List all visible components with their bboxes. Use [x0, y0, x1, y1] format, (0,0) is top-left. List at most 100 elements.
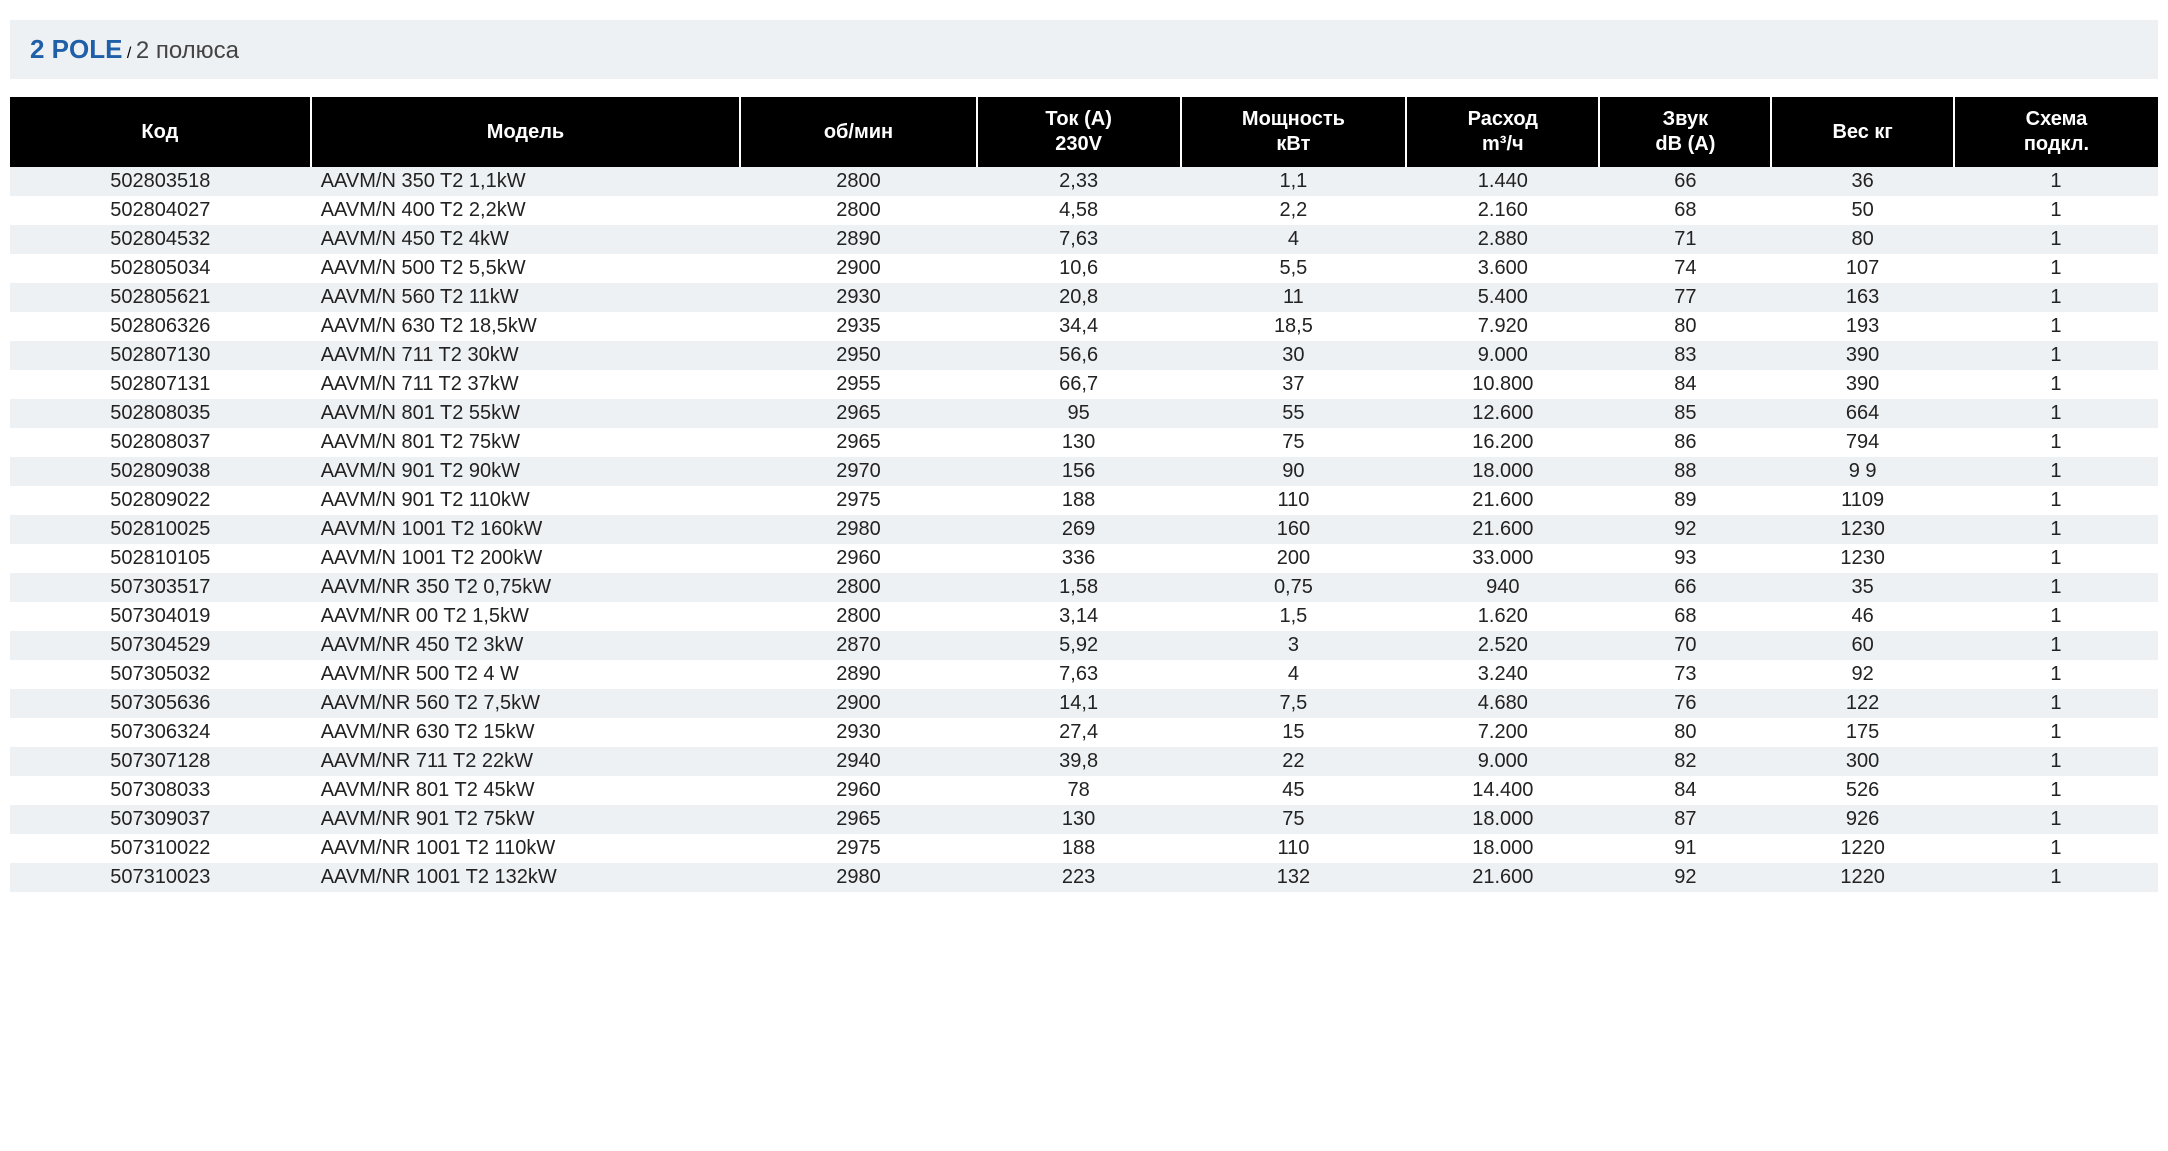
cell-scheme: 1	[1954, 602, 2158, 631]
cell-power: 90	[1181, 457, 1407, 486]
cell-sound: 68	[1599, 196, 1771, 225]
cell-scheme: 1	[1954, 834, 2158, 863]
cell-sound: 73	[1599, 660, 1771, 689]
cell-code: 507307128	[10, 747, 311, 776]
cell-sound: 87	[1599, 805, 1771, 834]
table-row: 502808037AAVM/N 801 T2 75kW29651307516.2…	[10, 428, 2158, 457]
cell-weight: 107	[1771, 254, 1954, 283]
cell-scheme: 1	[1954, 863, 2158, 892]
cell-amps: 3,14	[977, 602, 1181, 631]
cell-sound: 66	[1599, 167, 1771, 196]
table-row: 502810105AAVM/N 1001 T2 200kW29603362003…	[10, 544, 2158, 573]
cell-weight: 926	[1771, 805, 1954, 834]
cell-amps: 5,92	[977, 631, 1181, 660]
cell-code: 502809022	[10, 486, 311, 515]
cell-code: 507310022	[10, 834, 311, 863]
table-row: 502808035AAVM/N 801 T2 55kW2965955512.60…	[10, 399, 2158, 428]
cell-power: 37	[1181, 370, 1407, 399]
cell-weight: 163	[1771, 283, 1954, 312]
cell-flow: 1.620	[1406, 602, 1599, 631]
cell-code: 507308033	[10, 776, 311, 805]
cell-flow: 21.600	[1406, 515, 1599, 544]
cell-model: AAVM/NR 901 T2 75kW	[311, 805, 741, 834]
cell-weight: 1220	[1771, 834, 1954, 863]
cell-code: 507309037	[10, 805, 311, 834]
cell-sound: 77	[1599, 283, 1771, 312]
cell-weight: 193	[1771, 312, 1954, 341]
cell-amps: 188	[977, 834, 1181, 863]
cell-model: AAVM/NR 801 T2 45kW	[311, 776, 741, 805]
cell-weight: 35	[1771, 573, 1954, 602]
cell-code: 502804027	[10, 196, 311, 225]
table-row: 502806326AAVM/N 630 T2 18,5kW293534,418,…	[10, 312, 2158, 341]
cell-weight: 390	[1771, 370, 1954, 399]
cell-sound: 85	[1599, 399, 1771, 428]
table-row: 502807131AAVM/N 711 T2 37kW295566,73710.…	[10, 370, 2158, 399]
cell-weight: 122	[1771, 689, 1954, 718]
cell-power: 55	[1181, 399, 1407, 428]
section-header: 2 POLE / 2 полюса	[10, 20, 2158, 79]
cell-power: 5,5	[1181, 254, 1407, 283]
table-row: 502807130AAVM/N 711 T2 30kW295056,6309.0…	[10, 341, 2158, 370]
cell-scheme: 1	[1954, 573, 2158, 602]
cell-sound: 92	[1599, 863, 1771, 892]
cell-sound: 91	[1599, 834, 1771, 863]
cell-rpm: 2955	[740, 370, 976, 399]
cell-rpm: 2800	[740, 602, 976, 631]
table-row: 502809022AAVM/N 901 T2 110kW297518811021…	[10, 486, 2158, 515]
cell-power: 4	[1181, 660, 1407, 689]
cell-model: AAVM/NR 630 T2 15kW	[311, 718, 741, 747]
cell-amps: 10,6	[977, 254, 1181, 283]
cell-sound: 86	[1599, 428, 1771, 457]
cell-scheme: 1	[1954, 225, 2158, 254]
cell-flow: 10.800	[1406, 370, 1599, 399]
cell-amps: 1,58	[977, 573, 1181, 602]
col-header-sound: ЗвукdB (A)	[1599, 97, 1771, 167]
cell-rpm: 2950	[740, 341, 976, 370]
cell-flow: 940	[1406, 573, 1599, 602]
cell-power: 4	[1181, 225, 1407, 254]
cell-scheme: 1	[1954, 660, 2158, 689]
table-header-row: КодМодельоб/минТок (А)230VМощностькВтРас…	[10, 97, 2158, 167]
col-header-power: МощностькВт	[1181, 97, 1407, 167]
cell-sound: 68	[1599, 602, 1771, 631]
cell-code: 502803518	[10, 167, 311, 196]
cell-model: AAVM/N 901 T2 110kW	[311, 486, 741, 515]
table-row: 507310022AAVM/NR 1001 T2 110kW2975188110…	[10, 834, 2158, 863]
cell-flow: 21.600	[1406, 863, 1599, 892]
cell-scheme: 1	[1954, 399, 2158, 428]
cell-model: AAVM/NR 350 T2 0,75kW	[311, 573, 741, 602]
cell-amps: 7,63	[977, 225, 1181, 254]
cell-scheme: 1	[1954, 515, 2158, 544]
cell-flow: 5.400	[1406, 283, 1599, 312]
cell-amps: 156	[977, 457, 1181, 486]
cell-rpm: 2960	[740, 776, 976, 805]
cell-amps: 7,63	[977, 660, 1181, 689]
cell-model: AAVM/NR 711 T2 22kW	[311, 747, 741, 776]
cell-code: 507305636	[10, 689, 311, 718]
cell-model: AAVM/N 1001 T2 160kW	[311, 515, 741, 544]
cell-power: 200	[1181, 544, 1407, 573]
cell-rpm: 2930	[740, 718, 976, 747]
cell-weight: 390	[1771, 341, 1954, 370]
cell-code: 502805034	[10, 254, 311, 283]
cell-power: 3	[1181, 631, 1407, 660]
cell-code: 507303517	[10, 573, 311, 602]
cell-sound: 82	[1599, 747, 1771, 776]
cell-scheme: 1	[1954, 370, 2158, 399]
cell-scheme: 1	[1954, 167, 2158, 196]
cell-model: AAVM/N 901 T2 90kW	[311, 457, 741, 486]
cell-model: AAVM/N 560 T2 11kW	[311, 283, 741, 312]
cell-power: 15	[1181, 718, 1407, 747]
cell-scheme: 1	[1954, 283, 2158, 312]
cell-amps: 130	[977, 428, 1181, 457]
col-header-flow: Расходm³/ч	[1406, 97, 1599, 167]
cell-model: AAVM/NR 450 T2 3kW	[311, 631, 741, 660]
cell-rpm: 2890	[740, 660, 976, 689]
cell-amps: 336	[977, 544, 1181, 573]
cell-scheme: 1	[1954, 718, 2158, 747]
cell-weight: 1220	[1771, 863, 1954, 892]
cell-scheme: 1	[1954, 486, 2158, 515]
cell-scheme: 1	[1954, 689, 2158, 718]
cell-flow: 2.160	[1406, 196, 1599, 225]
